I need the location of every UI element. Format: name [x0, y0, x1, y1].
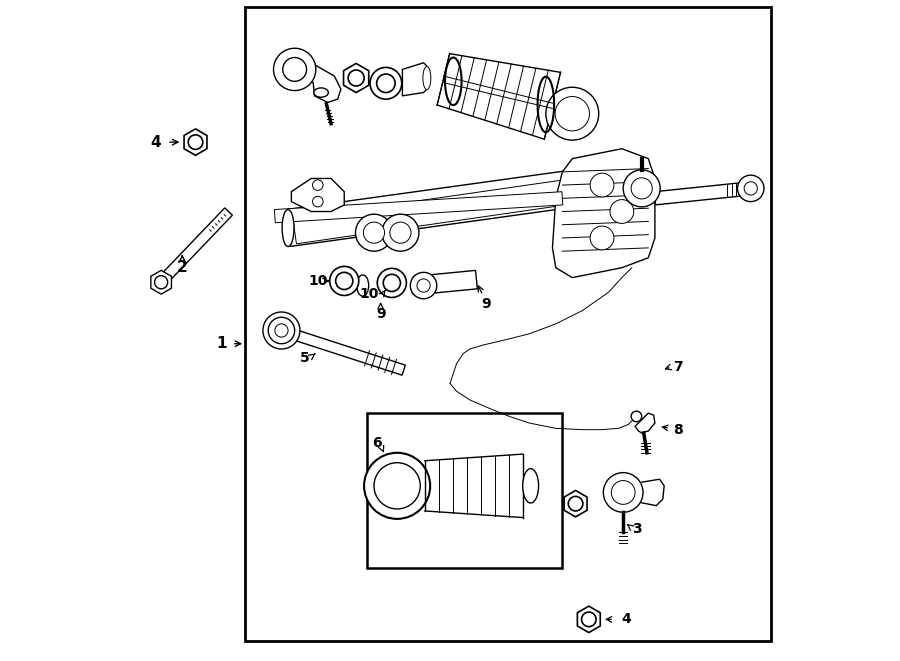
Circle shape: [348, 70, 364, 86]
Circle shape: [623, 170, 661, 207]
Ellipse shape: [356, 275, 369, 296]
Polygon shape: [151, 270, 171, 294]
Polygon shape: [285, 163, 625, 247]
Circle shape: [374, 463, 420, 509]
Circle shape: [555, 97, 590, 131]
Polygon shape: [304, 63, 341, 102]
Polygon shape: [292, 178, 344, 212]
Circle shape: [590, 173, 614, 197]
Circle shape: [274, 48, 316, 91]
Circle shape: [631, 178, 652, 199]
Text: 4: 4: [150, 135, 160, 149]
Text: 7: 7: [673, 360, 683, 374]
Circle shape: [744, 182, 758, 195]
Circle shape: [364, 222, 384, 243]
Text: 9: 9: [376, 307, 385, 321]
Circle shape: [383, 274, 400, 292]
Circle shape: [603, 473, 643, 512]
Text: 8: 8: [673, 422, 683, 437]
Circle shape: [268, 317, 294, 344]
Text: 5: 5: [300, 351, 310, 366]
Circle shape: [545, 87, 598, 140]
Polygon shape: [280, 325, 405, 375]
Polygon shape: [640, 479, 664, 506]
Circle shape: [312, 196, 323, 207]
Text: 9: 9: [482, 297, 491, 311]
Circle shape: [581, 612, 596, 627]
Circle shape: [611, 481, 635, 504]
Polygon shape: [292, 173, 617, 244]
Polygon shape: [635, 413, 655, 433]
Polygon shape: [428, 270, 477, 293]
Circle shape: [610, 200, 634, 223]
Ellipse shape: [411, 275, 423, 296]
Polygon shape: [564, 490, 587, 517]
Circle shape: [376, 74, 395, 93]
Circle shape: [155, 276, 167, 289]
Polygon shape: [152, 208, 232, 292]
Circle shape: [329, 266, 359, 295]
Circle shape: [377, 268, 407, 297]
Circle shape: [590, 226, 614, 250]
Polygon shape: [553, 149, 655, 278]
Circle shape: [364, 453, 430, 519]
Circle shape: [568, 496, 583, 511]
Circle shape: [410, 272, 436, 299]
Text: 2: 2: [177, 260, 188, 275]
Polygon shape: [578, 606, 600, 633]
Polygon shape: [344, 63, 369, 93]
Text: 1: 1: [217, 336, 227, 351]
Circle shape: [263, 312, 300, 349]
Text: 10: 10: [308, 274, 328, 288]
Circle shape: [188, 135, 202, 149]
Text: 4: 4: [622, 612, 632, 627]
Circle shape: [312, 180, 323, 190]
Text: 10: 10: [360, 287, 379, 301]
Text: 6: 6: [373, 436, 382, 450]
Circle shape: [336, 272, 353, 290]
Circle shape: [370, 67, 401, 99]
Bar: [367, 413, 562, 568]
Text: 3: 3: [632, 522, 642, 536]
Circle shape: [283, 58, 307, 81]
Bar: [245, 7, 770, 641]
Ellipse shape: [423, 67, 431, 90]
Circle shape: [356, 214, 392, 251]
Polygon shape: [402, 63, 427, 96]
Circle shape: [631, 411, 642, 422]
Circle shape: [390, 222, 411, 243]
Polygon shape: [274, 192, 562, 223]
Polygon shape: [184, 129, 207, 155]
Polygon shape: [654, 182, 752, 205]
Circle shape: [737, 175, 764, 202]
Ellipse shape: [282, 210, 294, 247]
Ellipse shape: [523, 469, 538, 503]
Ellipse shape: [314, 88, 328, 97]
Circle shape: [382, 214, 418, 251]
Circle shape: [274, 324, 288, 337]
Circle shape: [417, 279, 430, 292]
